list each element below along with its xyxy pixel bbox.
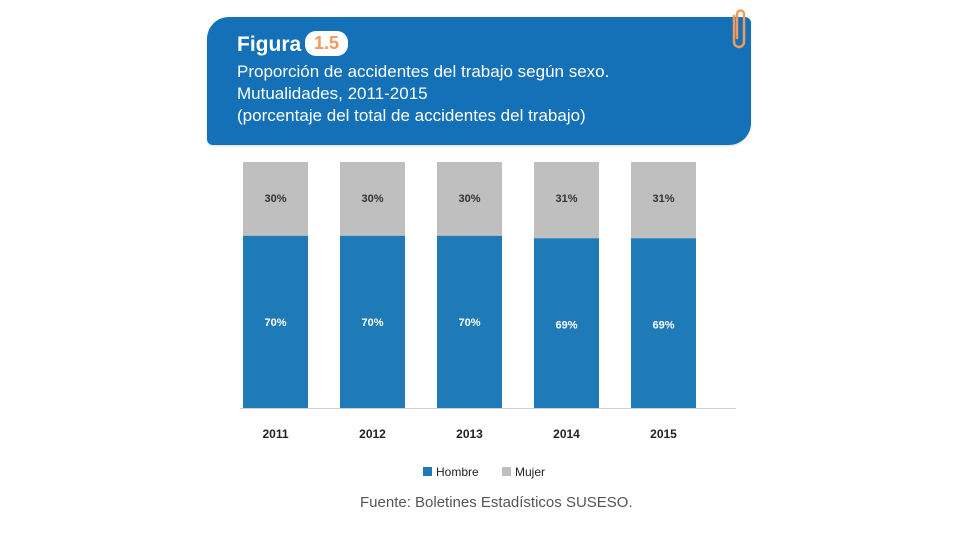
stacked-bar-chart: 30% 70% 2011 30% 70% 2012 30% 70% 2013 31% 69% 2014… — [240, 162, 736, 479]
legend-swatch-mujer — [502, 467, 511, 476]
figure-title-line-3: (porcentaje del total de accidentes del … — [237, 106, 586, 125]
bar-hombre-2014 — [534, 238, 599, 408]
bar-hombre-2012 — [340, 235, 405, 408]
data-label-mujer-2012: 30% — [361, 193, 383, 205]
x-tick-label-2014: 2014 — [553, 427, 580, 441]
bar-mujer-2012 — [340, 162, 405, 236]
data-label-hombre-2014: 69% — [555, 319, 577, 331]
data-label-hombre-2011: 70% — [264, 317, 286, 329]
legend-swatch-hombre — [423, 467, 432, 476]
data-label-mujer-2013: 30% — [458, 193, 480, 205]
data-label-mujer-2014: 31% — [555, 193, 577, 205]
data-label-mujer-2011: 30% — [264, 193, 286, 205]
bar-hombre-2015 — [631, 238, 696, 408]
figure-title: Proporción de accidentes del trabajo seg… — [237, 61, 609, 127]
bar-mujer-2011 — [243, 162, 308, 236]
data-label-hombre-2012: 70% — [361, 317, 383, 329]
figure-title-line-1: Proporción de accidentes del trabajo seg… — [237, 62, 610, 81]
paperclip-icon — [732, 9, 746, 49]
x-tick-label-2012: 2012 — [359, 427, 386, 441]
bar-mujer-2015 — [631, 162, 696, 239]
bar-hombre-2013 — [437, 235, 502, 408]
bar-hombre-2011 — [243, 235, 308, 408]
bar-mujer-2013 — [437, 162, 502, 236]
legend-label-hombre: Hombre — [436, 465, 479, 479]
data-label-mujer-2015: 31% — [652, 193, 674, 205]
figure-number-badge: 1.5 — [305, 31, 349, 56]
figure-label: Figura — [237, 33, 302, 56]
x-tick-label-2015: 2015 — [650, 427, 677, 441]
data-label-hombre-2015: 69% — [652, 319, 674, 331]
figure-header-banner: Figura 1.5 Proporción de accidentes del … — [207, 17, 751, 145]
x-tick-label-2011: 2011 — [262, 427, 288, 441]
bar-mujer-2014 — [534, 162, 599, 239]
figure-title-line-2: Mutualidades, 2011-2015 — [237, 84, 428, 103]
x-tick-label-2013: 2013 — [456, 427, 483, 441]
data-label-hombre-2013: 70% — [458, 317, 480, 329]
legend-label-mujer: Mujer — [515, 465, 545, 479]
source-note: Fuente: Boletines Estadísticos SUSESO. — [360, 494, 633, 511]
